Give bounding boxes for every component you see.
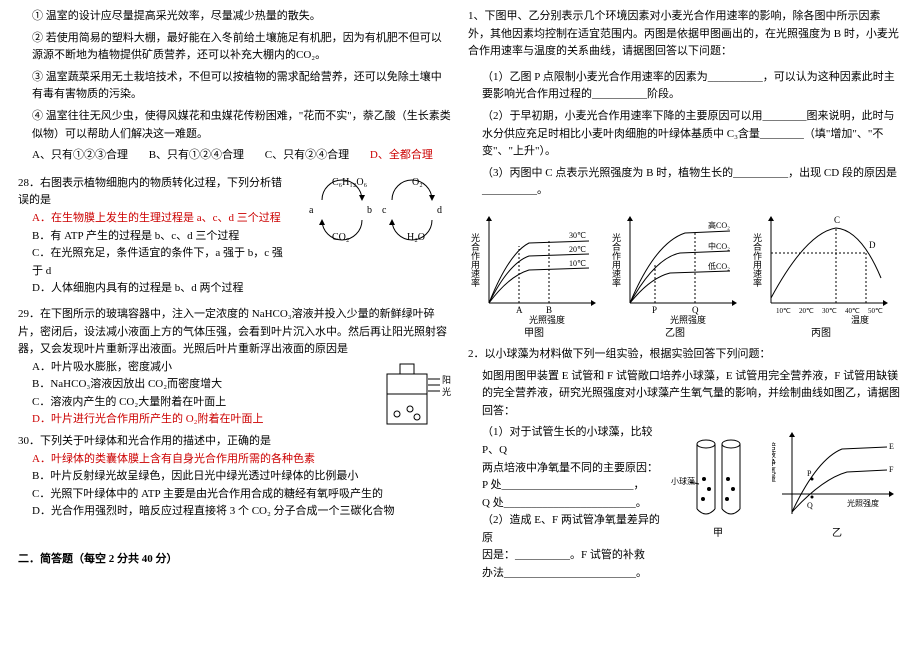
q30-opt-b: B．叶片反射绿光故呈绿色，因此日光中绿光透过叶绿体的比例最小: [32, 468, 452, 486]
q27-opt-d: D、全都合理: [370, 149, 433, 161]
q2-2b: 因是：__________。F 试管的补救: [482, 547, 665, 565]
svg-text:光合作用速率: 光合作用速率: [752, 232, 762, 288]
q27-opt-b: B、只有①②④合理: [149, 149, 244, 161]
svg-text:D: D: [869, 240, 876, 250]
q28-opt-d: D．人体细胞内具有的过程是 b、d 两个过程: [32, 280, 291, 298]
q29-diagram: 阳 光: [382, 359, 452, 429]
svg-text:P: P: [652, 305, 657, 315]
q2-body: 如图用图甲装置 E 试管和 F 试管敞口培养小球藻，E 试管用完全营养液，F 试…: [468, 368, 902, 421]
section-2-title: 二．简答题（每空 2 分共 40 分）: [18, 551, 452, 569]
svg-text:20℃: 20℃: [569, 245, 586, 254]
subitem-2: ② 若使用简易的塑料大棚，最好能在入冬前给土壤施足有机肥，因为有机肥不但可以源源…: [32, 30, 452, 65]
chart-row: A B 30℃ 20℃ 10℃ 光合作用速率 光照强度 甲图 P Q 高CO₂ …: [468, 208, 902, 338]
label-light: 光: [442, 386, 451, 397]
label-h2o: H₂O: [407, 232, 425, 243]
label-d: d: [437, 205, 442, 216]
svg-text:Q: Q: [807, 501, 813, 510]
svg-text:10℃: 10℃: [776, 307, 791, 315]
right-column: 1、下图甲、乙分别表示几个环境因素对小麦光合作用速率的影响，除各图中所示因素外，…: [460, 8, 910, 642]
q29-opt-b: B．NaHCO₃溶液因放出 CO₂而密度增大: [32, 376, 376, 394]
svg-text:A: A: [516, 305, 523, 315]
svg-text:甲: 甲: [713, 528, 723, 539]
svg-text:中CO₂: 中CO₂: [708, 241, 730, 251]
q28-opt-c: C．在光照充足，条件适宜的条件下，a 强于 b，c 强于 d: [32, 245, 291, 280]
q30-opt-c: C．光照下叶绿体中的 ATP 主要是由光合作用合成的糖经有氧呼吸产生的: [32, 486, 452, 504]
q29-opt-c: C．溶液内产生的 CO₂大量附着在叶面上: [32, 394, 376, 412]
q27-opt-a: A、只有①②③合理: [32, 149, 128, 161]
svg-text:光照强度: 光照强度: [847, 498, 879, 508]
q29-opt-d: D．叶片进行光合作用所产生的 O₂附着在叶面上: [32, 411, 376, 429]
label-c6: C₆H₁₂O₆: [332, 177, 368, 188]
svg-text:高CO₂: 高CO₂: [708, 220, 730, 230]
label-c: c: [382, 205, 387, 216]
svg-text:30℃: 30℃: [822, 307, 837, 315]
svg-text:温度: 温度: [851, 314, 869, 325]
label-sun: 阳: [442, 375, 451, 385]
svg-text:E: E: [889, 442, 894, 451]
device-jia: 小球藻 甲: [671, 424, 766, 544]
q1-2: （2）于早初期，小麦光合作用速率下降的主要原因可以用________图来说明，此…: [468, 108, 902, 161]
svg-text:光照强度: 光照强度: [670, 314, 706, 325]
q30-opt-d: D．光合作用强烈时，暗反应过程直接将 3 个 CO₂ 分子合成一个三碳化合物: [32, 503, 452, 521]
chart-jia: A B 30℃ 20℃ 10℃ 光合作用速率 光照强度 甲图: [469, 208, 609, 338]
q27-opt-c: C、只有②④合理: [265, 149, 349, 161]
subitem-3: ③ 温室蔬菜采用无土栽培技术，不但可以按植物的需求配给营养，还可以免除土壤中有毒…: [32, 69, 452, 104]
svg-text:50℃: 50℃: [868, 307, 883, 315]
left-column: ① 温室的设计应尽量提高采光效率，尽量减少热量的散失。 ② 若使用简易的塑料大棚…: [10, 8, 460, 642]
svg-text:30℃: 30℃: [569, 231, 586, 240]
svg-text:光合作用速率: 光合作用速率: [470, 232, 480, 288]
q2-p: P 处________________________，: [482, 477, 665, 495]
subitem-1: ① 温室的设计应尽量提高采光效率，尽量减少热量的散失。: [32, 8, 452, 26]
device-yi: E F P Q 培液净氧量 光照强度 乙: [772, 424, 902, 544]
svg-text:甲图: 甲图: [524, 327, 544, 338]
q1-3: （3）丙图中 C 点表示光照强度为 B 时，植物生长的__________，出现…: [468, 165, 902, 200]
q2-2c: 办法________________________。: [482, 565, 665, 583]
q27-options: A、只有①②③合理 B、只有①②④合理 C、只有②④合理 D、全都合理: [18, 147, 452, 165]
label-b: b: [367, 205, 372, 216]
svg-text:光照强度: 光照强度: [529, 314, 565, 325]
q28-diagram: C₆H₁₂O₆ O₂ a b c d CO₂ H₂O: [297, 175, 452, 245]
svg-text:乙图: 乙图: [665, 327, 685, 338]
chart-bing: C D 10℃ 20℃ 30℃ 40℃ 50℃ 光合作用速率 温度 丙图: [751, 208, 901, 338]
q2-1b: 两点培液中净氧量不同的主要原因：: [482, 460, 665, 478]
subitem-4: ④ 温室往往无风少虫，使得风媒花和虫媒花传粉困难，"花而不实"，萘乙酸（生长素类…: [32, 108, 452, 143]
q27-subitems: ① 温室的设计应尽量提高采光效率，尽量减少热量的散失。 ② 若使用简易的塑料大棚…: [18, 8, 452, 143]
q29: 29．在下图所示的玻璃容器中，注入一定浓度的 NaHCO₃溶液并投入少量的新鲜绿…: [18, 306, 452, 429]
svg-text:B: B: [546, 305, 552, 315]
svg-text:光合作用速率: 光合作用速率: [611, 232, 621, 288]
svg-text:丙图: 丙图: [811, 327, 831, 338]
q30: 30．下列关于叶绿体和光合作用的描述中，正确的是 A．叶绿体的类囊体膜上含有自身…: [18, 433, 452, 521]
svg-text:C: C: [834, 215, 840, 225]
q2-1a: （1）对于试管生长的小球藻，比较 P、Q: [482, 424, 665, 459]
q29-stem: 29．在下图所示的玻璃容器中，注入一定浓度的 NaHCO₃溶液并投入少量的新鲜绿…: [18, 306, 452, 359]
q1-stem: 1、下图甲、乙分别表示几个环境因素对小麦光合作用速率的影响，除各图中所示因素外，…: [468, 8, 902, 61]
q29-opt-a: A．叶片吸水膨胀，密度减小: [32, 359, 376, 377]
label-a: a: [309, 205, 314, 216]
svg-text:10℃: 10℃: [569, 259, 586, 268]
q30-opt-a: A．叶绿体的类囊体膜上含有自身光合作用所需的各种色素: [32, 451, 452, 469]
svg-text:P: P: [807, 469, 812, 478]
q28-opt-a: A．在生物膜上发生的生理过程是 a、c、d 三个过程: [32, 210, 291, 228]
q2-2a: （2）造成 E、F 两试管净氧量差异的原: [482, 512, 665, 547]
q2-stem: 2．以小球藻为材料做下列一组实验，根据实验回答下列问题：: [468, 346, 902, 364]
svg-text:小球藻: 小球藻: [671, 476, 695, 486]
svg-text:40℃: 40℃: [845, 307, 860, 315]
q28: 28．右图表示植物细胞内的物质转化过程，下列分析错误的是 A．在生物膜上发生的生…: [18, 175, 452, 298]
svg-text:Q: Q: [692, 305, 699, 315]
chart-yi: P Q 高CO₂ 中CO₂ 低CO₂ 光合作用速率 光照强度 乙图: [610, 208, 750, 338]
svg-text:20℃: 20℃: [799, 307, 814, 315]
svg-text:乙: 乙: [832, 527, 842, 539]
label-co2: CO₂: [332, 232, 349, 243]
svg-text:低CO₂: 低CO₂: [708, 261, 730, 271]
q1-1: （1）乙图 P 点限制小麦光合作用速率的因素为__________，可以认为这种…: [468, 69, 902, 104]
q28-opt-b: B．有 ATP 产生的过程是 b、c、d 三个过程: [32, 228, 291, 246]
q2-q: Q 处________________________。: [482, 495, 665, 513]
svg-text:F: F: [889, 465, 894, 474]
q30-stem: 30．下列关于叶绿体和光合作用的描述中，正确的是: [18, 433, 452, 451]
svg-text:培液净氧量: 培液净氧量: [772, 441, 777, 482]
q2-sub-row: （1）对于试管生长的小球藻，比较 P、Q 两点培液中净氧量不同的主要原因： P …: [468, 424, 902, 582]
q28-stem: 28．右图表示植物细胞内的物质转化过程，下列分析错误的是: [18, 175, 291, 210]
